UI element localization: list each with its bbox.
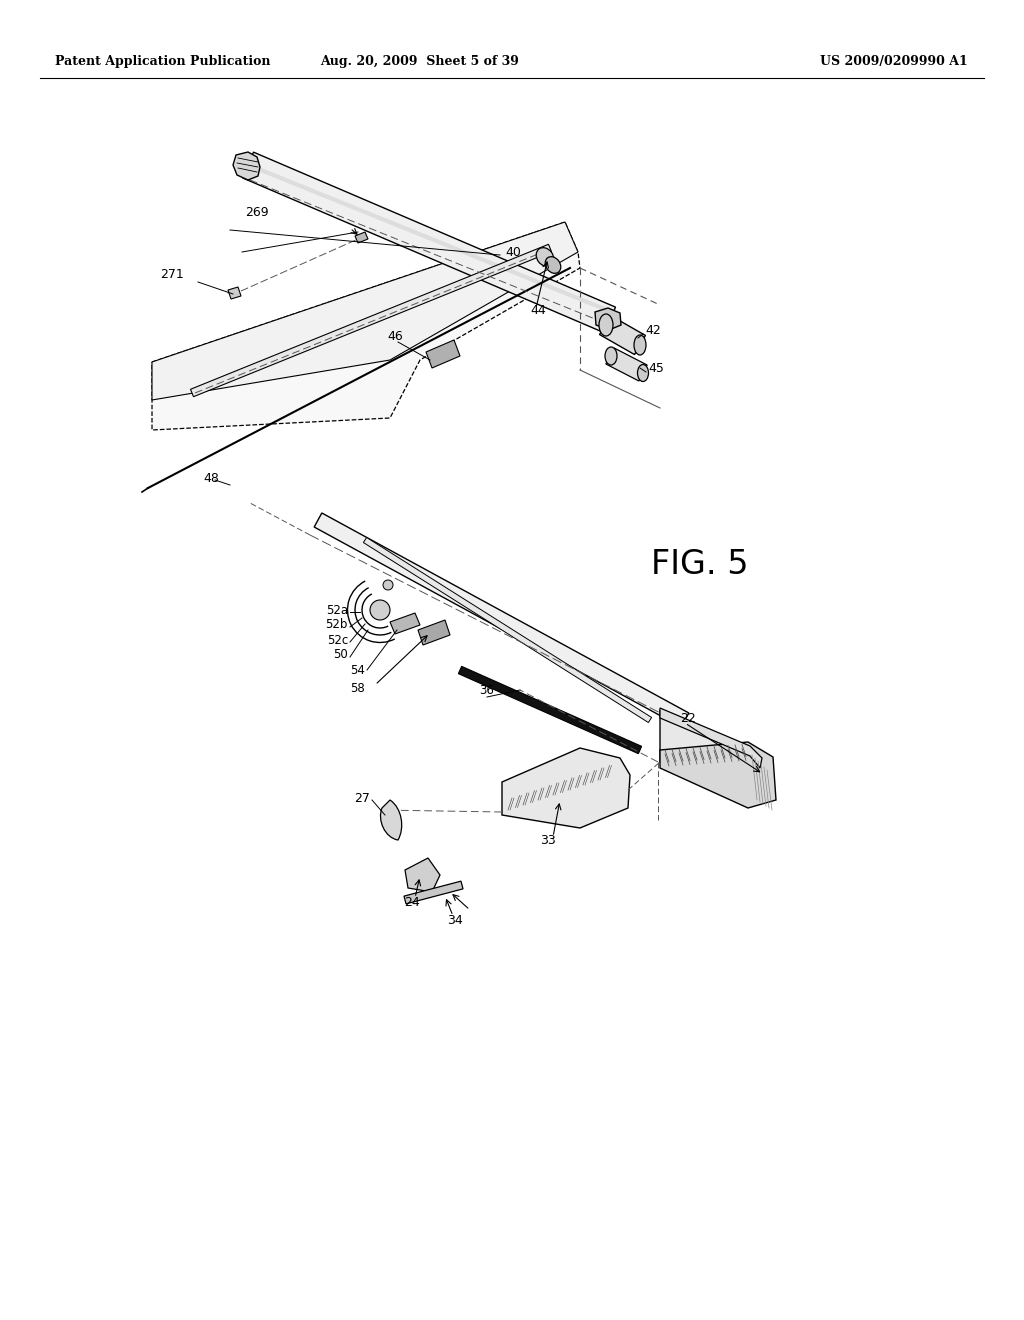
Ellipse shape [599, 314, 613, 337]
Circle shape [370, 601, 390, 620]
Polygon shape [599, 315, 645, 355]
PathPatch shape [381, 800, 401, 840]
Text: 34: 34 [447, 913, 463, 927]
Polygon shape [426, 341, 460, 368]
Polygon shape [418, 620, 450, 645]
Text: 27: 27 [354, 792, 370, 804]
Polygon shape [660, 710, 762, 800]
Polygon shape [390, 612, 420, 634]
Text: 50: 50 [333, 648, 348, 661]
Text: 36: 36 [479, 684, 495, 697]
Ellipse shape [605, 347, 617, 366]
Polygon shape [243, 152, 615, 333]
Ellipse shape [638, 364, 648, 381]
Polygon shape [190, 244, 552, 397]
Polygon shape [502, 748, 630, 828]
Polygon shape [406, 858, 440, 892]
Text: 44: 44 [530, 304, 546, 317]
Text: FIG. 5: FIG. 5 [651, 549, 749, 582]
Text: 45: 45 [648, 362, 664, 375]
Polygon shape [660, 708, 762, 768]
Ellipse shape [537, 248, 554, 267]
Text: 48: 48 [203, 471, 219, 484]
Text: 269: 269 [245, 206, 268, 219]
Text: Patent Application Publication: Patent Application Publication [55, 55, 270, 69]
Text: Aug. 20, 2009  Sheet 5 of 39: Aug. 20, 2009 Sheet 5 of 39 [321, 55, 519, 69]
Text: 271: 271 [160, 268, 183, 281]
Polygon shape [152, 222, 580, 430]
Ellipse shape [545, 256, 561, 273]
Text: 46: 46 [387, 330, 402, 343]
Circle shape [383, 579, 393, 590]
Text: 42: 42 [645, 323, 660, 337]
Text: 22: 22 [680, 711, 695, 725]
Text: 52c: 52c [327, 634, 348, 647]
Ellipse shape [634, 335, 646, 355]
Text: 52a: 52a [326, 603, 348, 616]
Polygon shape [364, 537, 651, 722]
Polygon shape [355, 232, 368, 243]
Polygon shape [314, 513, 689, 727]
Text: 52b: 52b [326, 619, 348, 631]
Polygon shape [228, 286, 241, 300]
Polygon shape [459, 667, 642, 754]
Polygon shape [152, 222, 578, 400]
Text: 58: 58 [350, 681, 365, 694]
Text: 33: 33 [540, 833, 556, 846]
Text: US 2009/0209990 A1: US 2009/0209990 A1 [820, 55, 968, 69]
Polygon shape [606, 348, 647, 381]
Text: 54: 54 [350, 664, 365, 676]
Text: 24: 24 [404, 895, 420, 908]
Polygon shape [595, 308, 621, 330]
Polygon shape [404, 882, 463, 904]
Text: 40: 40 [505, 246, 521, 259]
Polygon shape [660, 742, 776, 808]
Polygon shape [233, 152, 260, 180]
